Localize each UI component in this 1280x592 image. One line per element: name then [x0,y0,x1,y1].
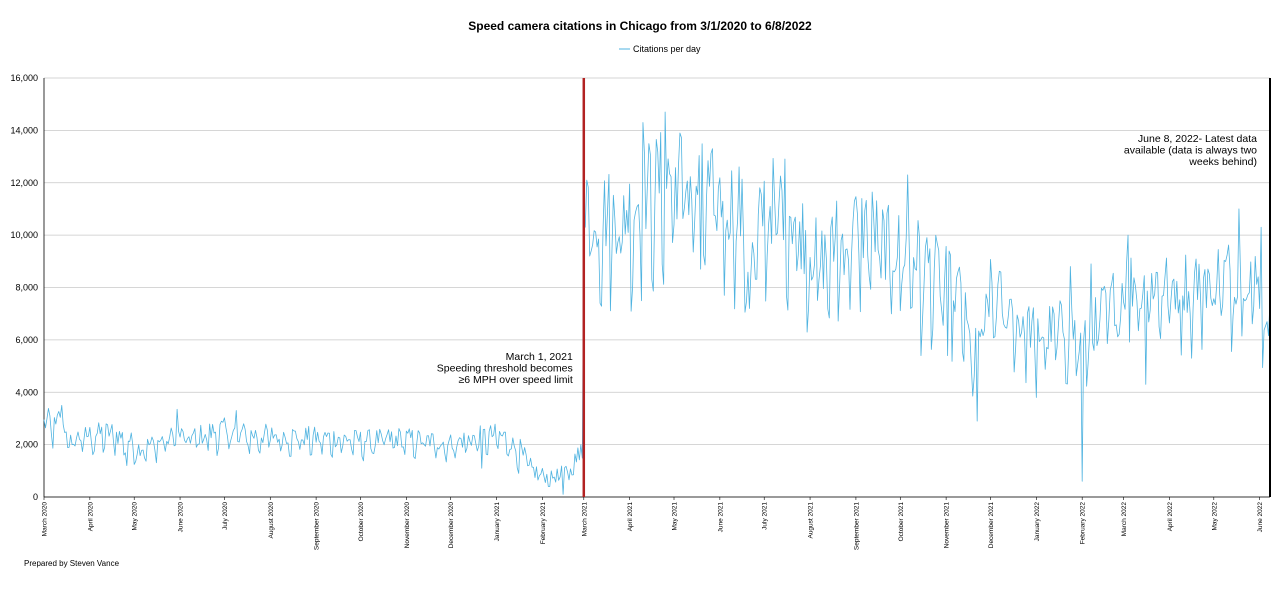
y-tick-label: 14,000 [10,125,38,135]
legend-label: Citations per day [633,44,701,54]
x-tick-label: May 2020 [132,502,139,531]
x-tick-label: January 2022 [1034,502,1041,542]
x-tick-label: May 2022 [1211,502,1218,531]
x-tick-label: September 2020 [314,502,321,550]
annotation-text-june-2022: available (data is always two [1124,145,1257,157]
y-tick-label: 0 [33,492,38,502]
x-tick-label: May 2021 [672,502,679,531]
y-tick-label: 8,000 [15,283,38,293]
x-tick-label: December 2020 [448,502,455,549]
x-tick-label: November 2020 [404,502,411,549]
x-tick-label: August 2020 [268,502,275,539]
x-tick-label: September 2021 [853,502,860,550]
x-tick-label: April 2022 [1167,502,1174,532]
x-tick-label: October 2020 [358,502,365,542]
x-tick-label: March 2022 [1121,502,1128,537]
annotation-text-march-2021: ≥6 MPH over speed limit [458,374,572,386]
y-tick-label: 2,000 [15,440,38,450]
x-tick-label: April 2020 [87,502,94,532]
x-tick-label: January 2021 [494,502,501,542]
x-tick-label: December 2021 [988,502,995,549]
y-tick-label: 12,000 [10,178,38,188]
credit-text: Prepared by Steven Vance [24,559,120,568]
x-tick-label: March 2020 [42,502,49,537]
x-tick-label: April 2021 [627,502,634,532]
annotation-text-june-2022: weeks behind) [1188,156,1257,168]
x-tick-label: June 2021 [717,502,724,533]
annotation-text-march-2021: Speeding threshold becomes [437,363,573,375]
y-tick-label: 16,000 [10,73,38,83]
x-tick-label: February 2021 [540,502,547,545]
annotation-text-june-2022: June 8, 2022- Latest data [1138,133,1257,145]
x-tick-label: August 2021 [808,502,815,539]
x-tick-label: October 2021 [898,502,905,542]
series-line-citations-per-day [43,111,1271,495]
x-tick-label: June 2020 [178,502,185,533]
annotation-text-march-2021: March 1, 2021 [506,351,573,363]
x-tick-label: July 2020 [222,502,229,530]
grid [43,77,1270,498]
y-tick-label: 6,000 [15,335,38,345]
y-axis: 0 2,000 4,000 6,000 8,000 10,000 12,000 14,000 1… [10,73,38,502]
x-tick-label: June 2022 [1257,502,1264,533]
x-tick-label: July 2021 [762,502,769,530]
x-tick-label: March 2021 [581,502,588,537]
legend: Citations per day [619,44,701,54]
x-tick-label: November 2021 [944,502,951,549]
x-axis: March 2020 April 2020 May 2020 June 2020 Jul… [42,497,1264,550]
x-tick-label: February 2022 [1080,502,1087,545]
chart-title: Speed camera citations in Chicago from 3… [468,19,812,33]
y-tick-label: 4,000 [15,387,38,397]
y-tick-label: 10,000 [10,230,38,240]
